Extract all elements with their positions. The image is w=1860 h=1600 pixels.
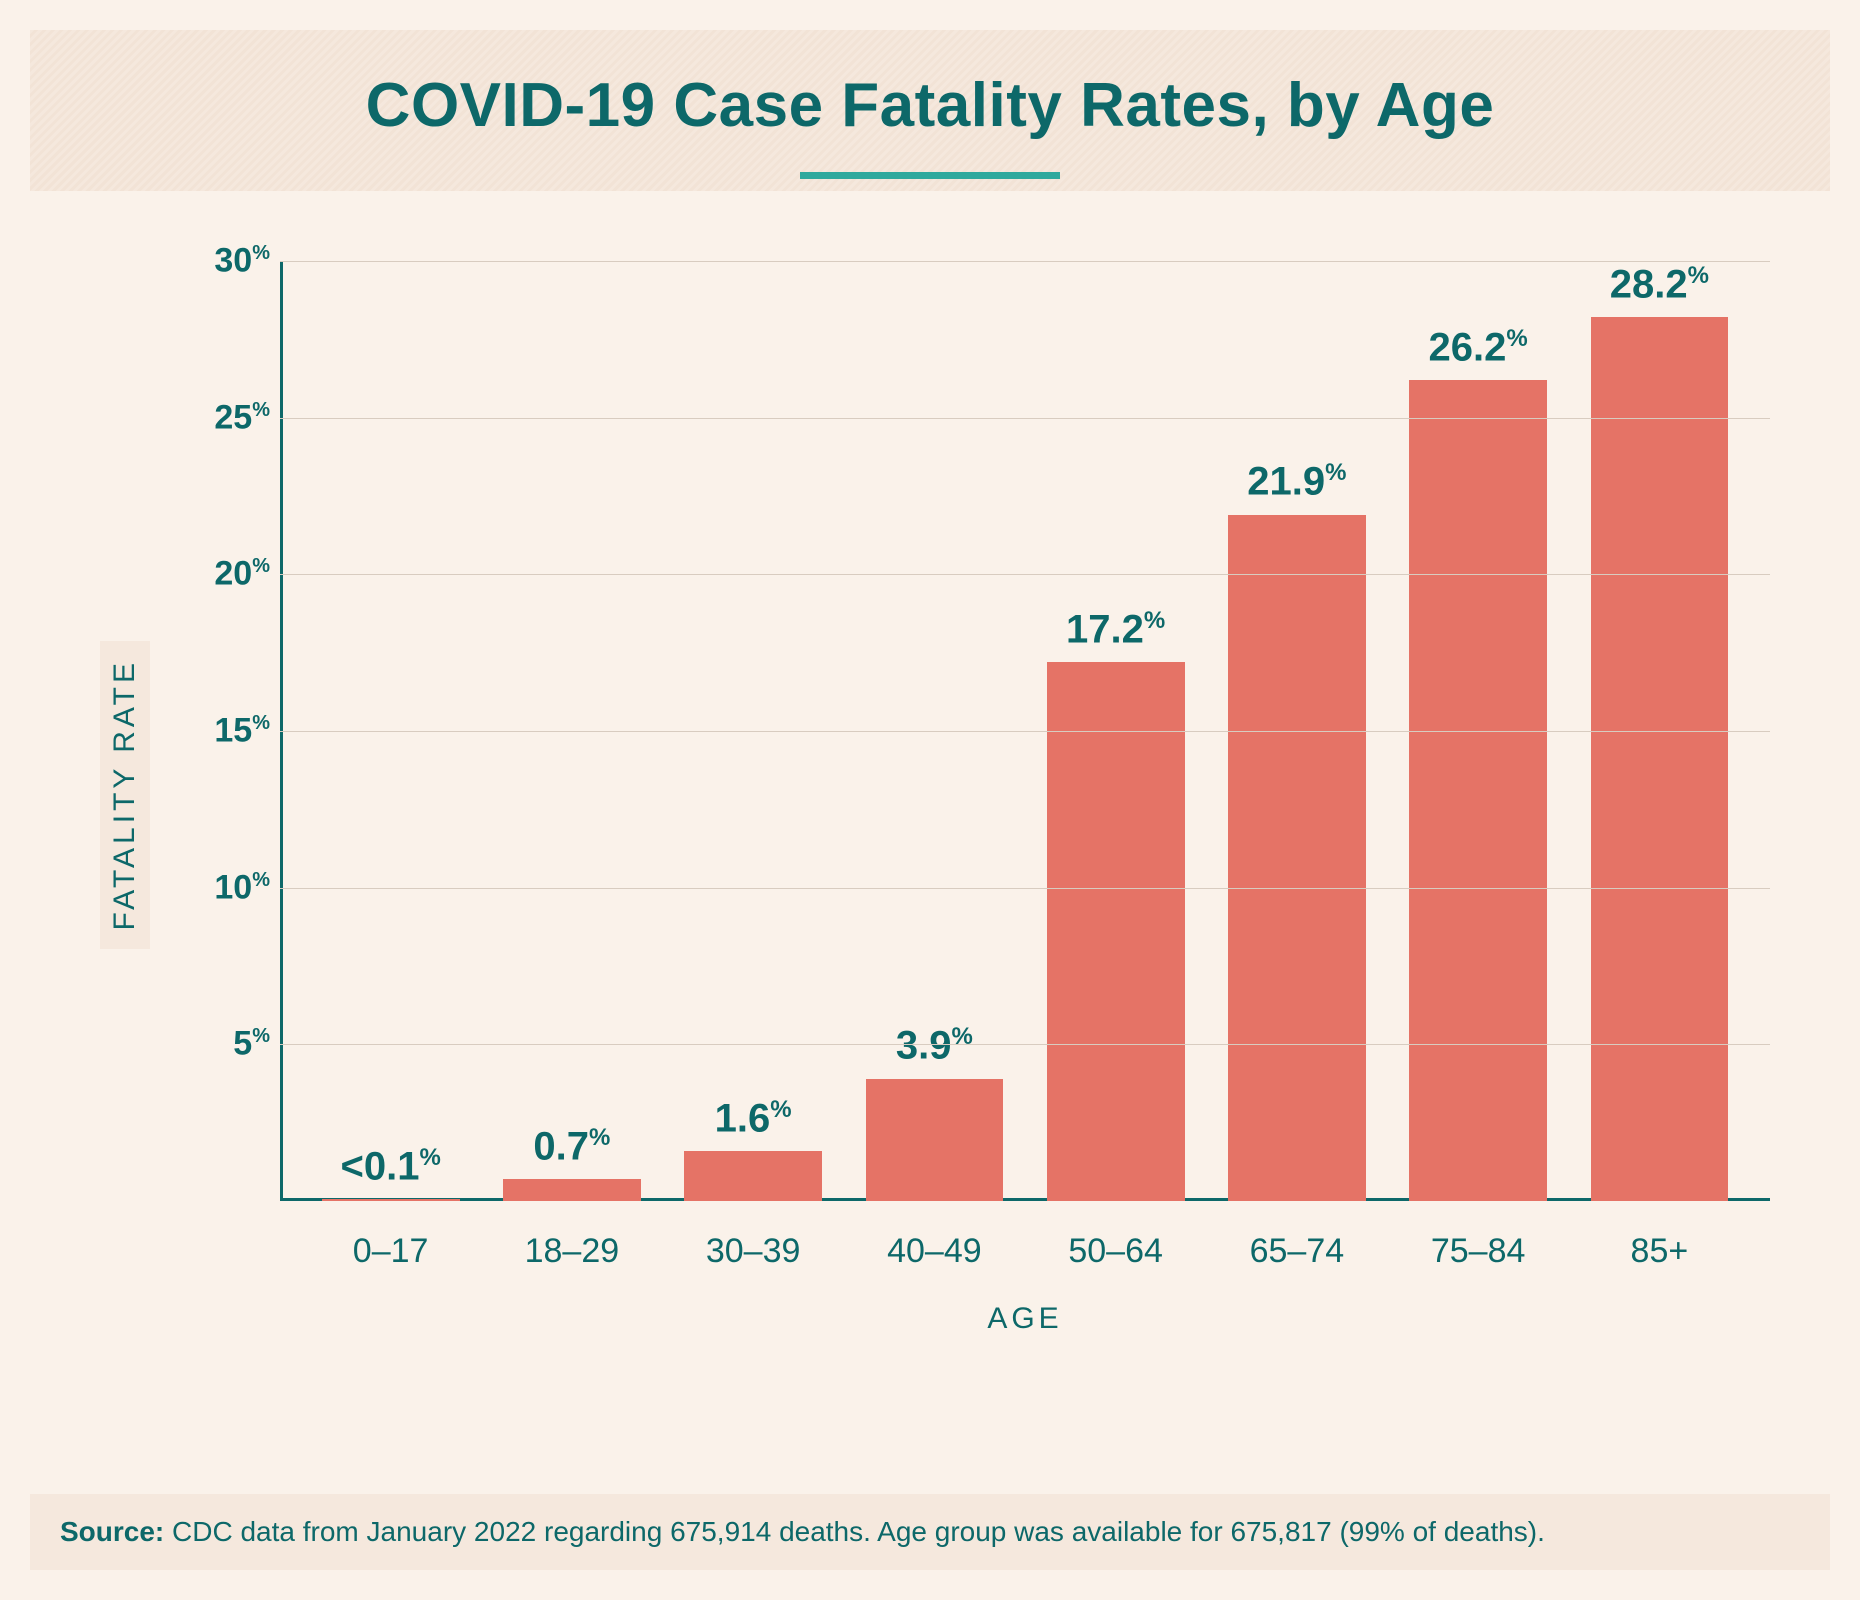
source-text: CDC data from January 2022 regarding 675… xyxy=(172,1516,1545,1547)
infographic-container: COVID-19 Case Fatality Rates, by Age FAT… xyxy=(30,30,1830,1570)
x-axis-labels: 0–1718–2930–3940–4950–6465–7475–8485+ xyxy=(280,1232,1770,1271)
x-tick-label: 18–29 xyxy=(481,1232,662,1271)
bar xyxy=(1591,317,1729,1201)
x-tick-label: 65–74 xyxy=(1206,1232,1387,1271)
bar xyxy=(1047,662,1185,1201)
x-tick-label: 50–64 xyxy=(1025,1232,1206,1271)
x-tick-label: 40–49 xyxy=(844,1232,1025,1271)
source-band: Source: CDC data from January 2022 regar… xyxy=(30,1494,1830,1570)
grid-line xyxy=(280,1044,1770,1045)
plot-region: <0.1%0.7%1.6%3.9%17.2%21.9%26.2%28.2% 5%… xyxy=(280,261,1770,1201)
bar xyxy=(1409,380,1547,1201)
grid-line xyxy=(280,888,1770,889)
bar xyxy=(1228,515,1366,1201)
y-tick: 10% xyxy=(170,868,270,907)
source-label: Source: xyxy=(60,1516,164,1547)
bar xyxy=(866,1079,1004,1201)
x-tick-label: 0–17 xyxy=(300,1232,481,1271)
bar-value-label: <0.1% xyxy=(340,1144,440,1189)
bar-value-label: 17.2% xyxy=(1066,607,1165,652)
title-band: COVID-19 Case Fatality Rates, by Age xyxy=(30,30,1830,191)
bar xyxy=(503,1179,641,1201)
chart-title: COVID-19 Case Fatality Rates, by Age xyxy=(50,70,1810,141)
y-tick: 30% xyxy=(170,242,270,281)
grid-line xyxy=(280,574,1770,575)
x-tick-label: 75–84 xyxy=(1388,1232,1569,1271)
grid-line xyxy=(280,418,1770,419)
y-tick: 25% xyxy=(170,398,270,437)
y-tick: 20% xyxy=(170,555,270,594)
title-underline xyxy=(800,172,1060,179)
x-tick-label: 85+ xyxy=(1569,1232,1750,1271)
bar-value-label: 1.6% xyxy=(715,1096,792,1141)
bar xyxy=(322,1199,460,1201)
x-tick-label: 30–39 xyxy=(663,1232,844,1271)
bar-value-label: 21.9% xyxy=(1247,459,1346,504)
bar-value-label: 26.2% xyxy=(1429,325,1528,370)
y-axis-label: FATALITY RATE xyxy=(108,659,142,931)
y-tick: 5% xyxy=(170,1025,270,1064)
bar-value-label: 3.9% xyxy=(896,1023,973,1068)
y-tick: 15% xyxy=(170,712,270,751)
y-axis-label-box: FATALITY RATE xyxy=(100,641,150,949)
chart-area: FATALITY RATE <0.1% 0.7% 1.6% 3.9% 17.2% 21.9… xyxy=(30,261,1830,1361)
grid-line xyxy=(280,731,1770,732)
bar xyxy=(684,1151,822,1201)
grid-line xyxy=(280,261,1770,262)
bar-value-label: 28.2% xyxy=(1610,262,1709,307)
x-axis-label: AGE xyxy=(280,1302,1770,1336)
bar-value-label: 0.7% xyxy=(533,1124,610,1169)
